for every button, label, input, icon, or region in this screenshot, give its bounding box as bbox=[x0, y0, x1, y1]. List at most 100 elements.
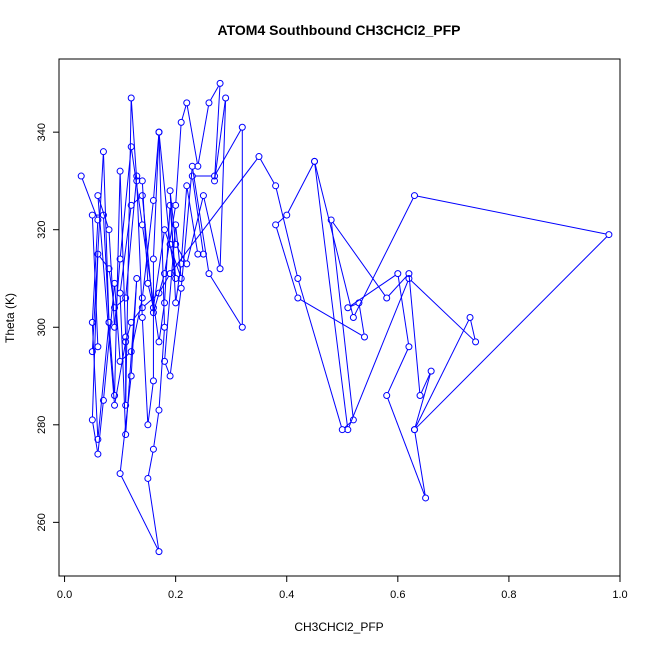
series-segment bbox=[358, 305, 365, 335]
series-segment bbox=[314, 164, 354, 315]
data-point bbox=[405, 274, 413, 282]
data-point bbox=[111, 323, 119, 331]
data-point bbox=[116, 357, 124, 365]
data-point bbox=[94, 435, 102, 443]
series-segment bbox=[210, 85, 220, 101]
data-point bbox=[133, 274, 141, 282]
data-point bbox=[122, 401, 130, 409]
series-segment bbox=[148, 286, 154, 305]
data-point bbox=[105, 318, 113, 326]
series-segment bbox=[131, 149, 143, 222]
data-point bbox=[105, 265, 113, 273]
series-segment bbox=[153, 413, 160, 447]
data-point bbox=[122, 333, 130, 341]
series-segment bbox=[153, 276, 165, 310]
data-point bbox=[111, 304, 119, 312]
data-point bbox=[127, 372, 135, 380]
data-point bbox=[177, 260, 185, 268]
data-point bbox=[127, 318, 135, 326]
data-point bbox=[344, 304, 352, 312]
data-point bbox=[149, 196, 157, 204]
y-tick-label: 300 bbox=[36, 318, 48, 336]
series-segment bbox=[186, 198, 204, 262]
data-point bbox=[166, 270, 174, 278]
data-point bbox=[472, 338, 480, 346]
data-point bbox=[138, 221, 146, 229]
series-segment bbox=[147, 481, 160, 549]
series-segment bbox=[141, 183, 149, 281]
data-point bbox=[116, 289, 124, 297]
data-point bbox=[149, 255, 157, 263]
data-point bbox=[177, 118, 185, 126]
series-segment bbox=[410, 280, 474, 341]
series-segment bbox=[300, 299, 363, 336]
data-point bbox=[311, 157, 319, 165]
series-segment bbox=[414, 432, 426, 496]
data-point bbox=[149, 309, 157, 317]
data-point bbox=[122, 294, 130, 302]
data-point bbox=[116, 255, 124, 263]
data-point bbox=[416, 392, 424, 400]
data-point bbox=[410, 426, 418, 434]
series-segment bbox=[103, 286, 115, 398]
x-tick-label: 0.2 bbox=[168, 589, 183, 601]
series-segment bbox=[354, 198, 414, 316]
data-point bbox=[349, 314, 357, 321]
series-segment bbox=[416, 236, 608, 428]
series-segment bbox=[119, 149, 132, 257]
data-point bbox=[211, 177, 219, 185]
data-point bbox=[111, 401, 119, 409]
data-point bbox=[205, 99, 213, 107]
data-point bbox=[188, 172, 196, 180]
series-segment bbox=[119, 208, 132, 291]
data-point bbox=[111, 392, 119, 400]
series-segment bbox=[158, 305, 165, 339]
series-segment bbox=[169, 208, 176, 276]
series-segment bbox=[153, 135, 160, 256]
series-segment bbox=[181, 105, 187, 120]
data-point bbox=[166, 372, 174, 380]
series-segment bbox=[219, 101, 227, 266]
data-point bbox=[283, 211, 291, 219]
series-segment bbox=[276, 227, 298, 296]
series-segment bbox=[298, 281, 342, 427]
series-segment bbox=[131, 300, 143, 349]
series-segment bbox=[197, 105, 209, 164]
data-point bbox=[383, 392, 391, 400]
series-segment bbox=[125, 178, 137, 296]
data-point bbox=[166, 187, 174, 195]
data-point bbox=[161, 299, 169, 307]
data-point bbox=[272, 182, 280, 190]
series-segment bbox=[108, 325, 115, 393]
data-point bbox=[105, 226, 113, 234]
data-point bbox=[344, 426, 352, 434]
data-point bbox=[155, 128, 163, 136]
data-point bbox=[122, 431, 130, 439]
data-point bbox=[255, 153, 263, 161]
series-segment bbox=[125, 325, 131, 340]
series-segment bbox=[215, 129, 242, 174]
y-tick-label: 340 bbox=[36, 123, 48, 141]
series-segment bbox=[97, 198, 115, 403]
data-point bbox=[88, 211, 96, 219]
series-segment bbox=[98, 198, 109, 228]
x-tick-label: 0.4 bbox=[279, 589, 294, 601]
y-tick-label: 320 bbox=[36, 221, 48, 239]
data-point bbox=[216, 265, 224, 273]
series-segment bbox=[91, 218, 99, 344]
series-segment bbox=[91, 257, 99, 417]
series-segment bbox=[277, 216, 285, 224]
x-tick-label: 0.0 bbox=[57, 589, 72, 601]
series-segment bbox=[114, 344, 126, 403]
data-point bbox=[172, 274, 180, 282]
data-point bbox=[360, 333, 368, 341]
data-point bbox=[144, 474, 152, 482]
data-point bbox=[99, 148, 107, 156]
data-point bbox=[138, 294, 146, 302]
series-segment bbox=[136, 183, 143, 315]
data-point bbox=[177, 284, 185, 292]
data-point bbox=[116, 470, 124, 478]
series-segment bbox=[332, 222, 386, 296]
data-point bbox=[155, 406, 163, 414]
